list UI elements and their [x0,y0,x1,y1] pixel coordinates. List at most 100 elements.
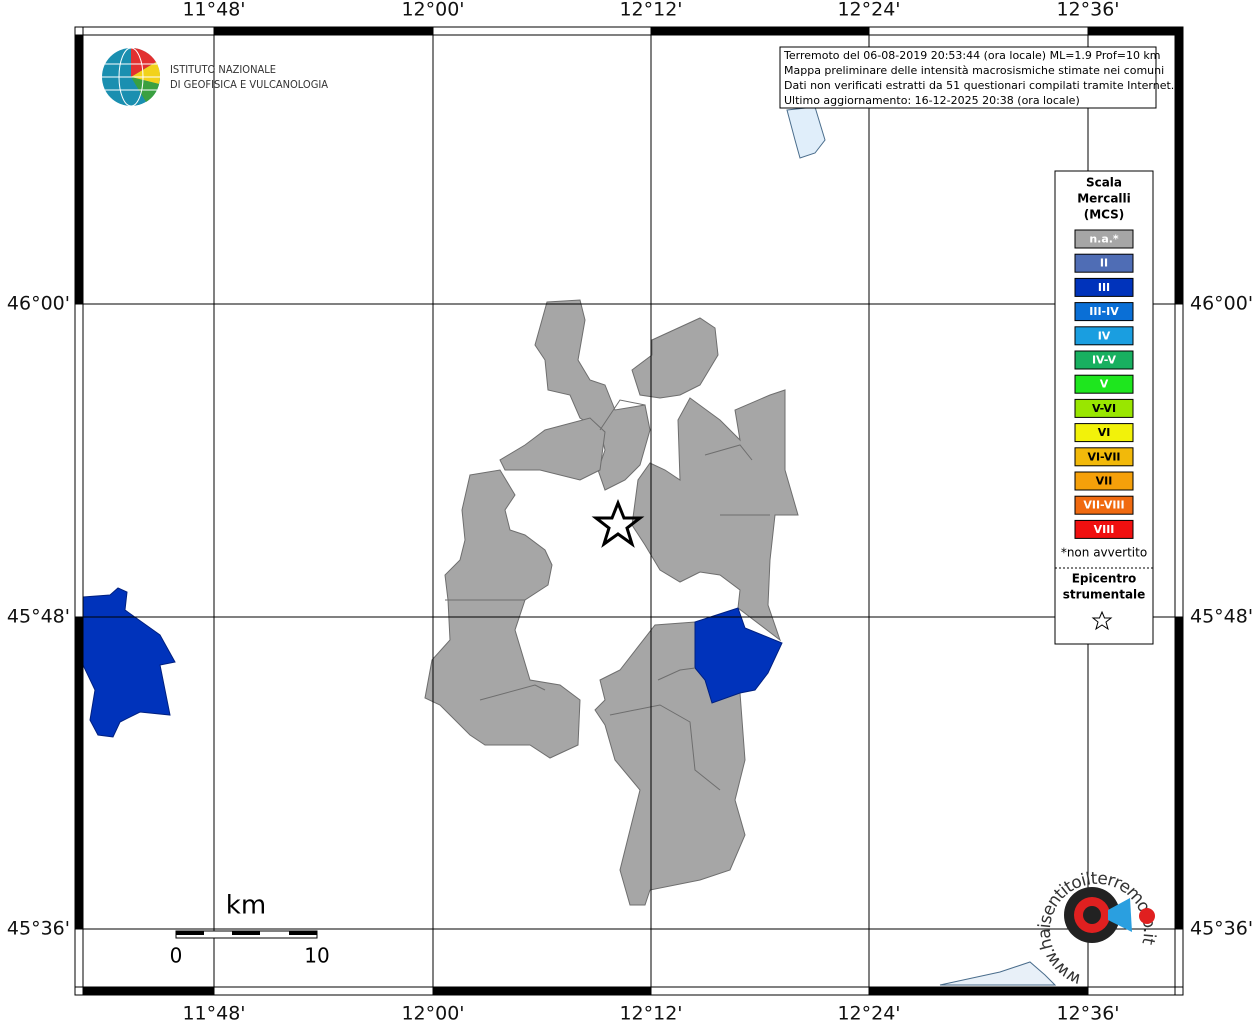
legend-swatch [1074,471,1134,491]
frame-segment [433,987,651,995]
borders [445,399,770,791]
legend-title: (MCS) [1084,208,1125,222]
epicenter-star [591,498,645,548]
lagoon [939,961,1057,986]
legend-swatch [1074,447,1134,467]
legend-label: VIII [1094,523,1115,536]
lat-label: 45°36' [7,918,70,940]
municipality [534,299,651,491]
frame-left [74,26,84,996]
logo-wedge [131,62,160,84]
frame-segment [1175,617,1183,929]
municipality [82,587,176,738]
logo-wedge [131,47,156,77]
scale-segment [176,931,204,935]
watermark-dot [1139,908,1155,924]
border [609,704,721,791]
logo-lines [102,47,160,107]
info-box: Terremoto del 06-08-2019 20:53:44 (ora l… [779,46,1174,109]
info-line: Terremoto del 06-08-2019 20:53:44 (ora l… [783,49,1161,62]
legend-label: n.a.* [1089,233,1119,246]
legend-footnote: *non avvertito [1061,546,1147,560]
legend: Scala Mercalli (MCS) *non avvertito Epic… [1054,170,1154,645]
lon-label: 12°24' [837,1003,900,1025]
border [599,399,646,431]
legend-epicenter: strumentale [1063,588,1146,602]
legend-label: VI [1098,426,1111,439]
scale-segment [289,931,317,935]
legend-swatch [1074,495,1134,515]
legend-swatch [1074,350,1134,370]
axis-labels: 11°48' 12°00' 12°12' 12°24' 12°36' 11°48… [7,0,1253,1025]
logo-text: ISTITUTO NAZIONALE [170,63,276,76]
lat-label: 45°36' [1190,918,1253,940]
lon-label: 11°48' [182,0,245,21]
info-line: Dati non verificati estratti da 51 quest… [784,79,1174,92]
municipalities [82,299,799,906]
lon-label: 12°36' [1056,0,1119,21]
frame-segment [83,987,214,995]
lon-label: 12°12' [619,1003,682,1025]
scale-unit: km [226,891,266,921]
lon-label: 12°00' [401,0,464,21]
legend-swatch [1074,326,1134,346]
lat-label: 45°48' [1190,606,1253,628]
frame [74,26,1184,996]
legend-label: III [1098,281,1110,294]
frame-segment [869,987,1088,995]
border [657,667,696,681]
municipality [631,389,799,642]
legend-star [1091,610,1113,631]
scale-label: 0 [170,944,183,968]
legend-swatch [1074,423,1134,443]
frame-segment [1088,27,1183,35]
legend-epicenter: Epicentro [1072,572,1137,586]
info-line: Mappa preliminare delle intensità macros… [784,64,1164,77]
frame-segment [75,617,83,929]
legend-swatch [1074,253,1134,273]
lon-label: 12°00' [401,1003,464,1025]
legend-title: Mercalli [1077,192,1131,206]
legend-label: IV-V [1092,354,1117,367]
legend-label: IV [1098,329,1111,342]
scale-segment [232,931,260,935]
border [479,684,546,701]
frame-segment [651,27,869,35]
legend-swatch [1074,519,1134,539]
municipality [424,469,581,759]
lat-label: 46°00' [7,293,70,315]
border [704,444,753,461]
legend-label: VI-VII [1087,450,1120,463]
logo: ISTITUTO NAZIONALE DI GEOFISICA E VULCAN… [102,47,328,107]
legend-label: VII [1096,475,1113,488]
lon-label: 12°24' [837,0,900,21]
lon-label: 11°48' [182,1003,245,1025]
legend-swatch [1074,302,1134,322]
frame-segment [75,35,83,304]
info-line: Ultimo aggiornamento: 16-12-2025 20:38 (… [784,94,1080,107]
scale-bar: km 0 10 [170,891,330,968]
frame-segment [1175,35,1183,304]
legend-label: II [1100,257,1108,270]
watermark-ring [1083,906,1101,924]
legend-swatch [1074,277,1134,297]
frame-segment [214,27,433,35]
legend-label: V-VI [1092,402,1116,415]
municipality [631,317,719,399]
lon-label: 12°12' [619,0,682,21]
legend-label: VII-VIII [1083,499,1124,512]
municipality [499,417,606,481]
legend-swatch [1074,374,1134,394]
legend-swatch [1074,398,1134,418]
lon-label: 12°36' [1056,1003,1119,1025]
info-frame [779,46,1157,109]
scale-label: 10 [304,944,329,968]
legend-swatch [1074,229,1134,249]
legend-title: Scala [1086,176,1122,190]
legend-label: III-IV [1089,305,1119,318]
legend-label: V [1100,378,1109,391]
lat-label: 45°48' [7,606,70,628]
lat-label: 46°00' [1190,293,1253,315]
logo-text: DI GEOFISICA E VULCANOLOGIA [170,78,328,91]
